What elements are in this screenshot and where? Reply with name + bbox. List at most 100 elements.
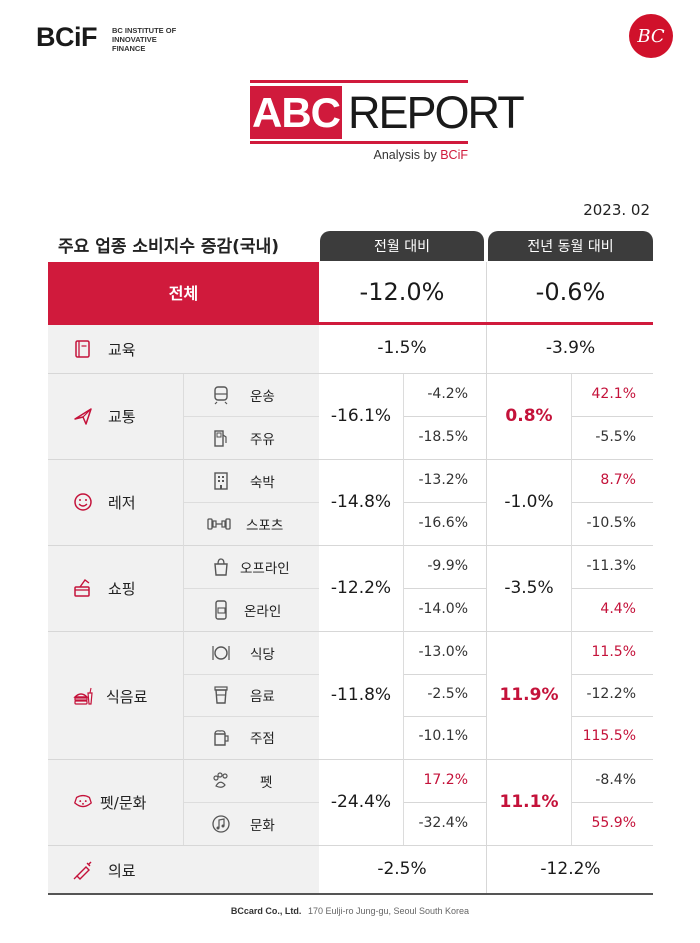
category-label: 교육 <box>108 340 136 359</box>
card-hand-icon <box>72 577 94 599</box>
offline-mom: -9.9% <box>427 558 468 574</box>
sports-mom: -16.6% <box>418 515 468 531</box>
sub-label: 주유 <box>250 432 275 448</box>
sub-label: 문화 <box>250 818 275 834</box>
sub-row-culture: 문화 <box>210 813 275 835</box>
education-mom: -1.5% <box>377 338 427 358</box>
report-date: 2023. 02 <box>583 201 650 219</box>
sub-separator <box>572 716 653 717</box>
pet-yoy: -8.4% <box>595 772 636 788</box>
title-bottom-rule <box>250 141 468 144</box>
row-separator <box>48 631 653 632</box>
sports-yoy: -10.5% <box>586 515 636 531</box>
sub-row-beverage: 음료 <box>210 684 275 706</box>
medical-yoy: -12.2% <box>540 859 601 879</box>
title-top-rule <box>250 80 468 83</box>
row-separator <box>48 759 653 760</box>
pub-yoy: 115.5% <box>582 728 636 744</box>
sub-separator <box>572 416 653 417</box>
food-mom: -11.8% <box>330 685 392 705</box>
brand-subtitle: BC INSTITUTE OF INNOVATIVE FINANCE <box>112 26 177 53</box>
sub-row-fuel: 주유 <box>210 427 275 449</box>
row-separator <box>48 845 653 846</box>
sub-label: 음료 <box>250 689 275 705</box>
restaurant-mom: -13.0% <box>418 644 468 660</box>
sub-label: 숙박 <box>250 475 275 491</box>
pub-mom: -10.1% <box>418 728 468 744</box>
food-yoy: 11.9% <box>499 685 559 705</box>
sub-separator <box>404 802 486 803</box>
row-separator <box>48 545 653 546</box>
sub-separator <box>404 416 486 417</box>
sub-separator <box>184 502 319 503</box>
culture-mom: -32.4% <box>418 815 468 831</box>
sub-separator <box>572 502 653 503</box>
sub-row-pet: 펫 <box>210 770 272 792</box>
leisure-mom: -14.8% <box>330 492 392 512</box>
total-divider <box>486 262 487 322</box>
leisure-yoy: -1.0% <box>504 492 554 512</box>
transit-mom: -4.2% <box>427 386 468 402</box>
culture-yoy: 55.9% <box>591 815 636 831</box>
row-separator <box>48 459 653 460</box>
table-bottom-rule <box>48 893 653 895</box>
restaurant-yoy: 11.5% <box>591 644 636 660</box>
online-mom: -14.0% <box>418 601 468 617</box>
transport-mom: -16.1% <box>330 406 392 426</box>
transit-yoy: 42.1% <box>591 386 636 402</box>
sub-separator <box>572 674 653 675</box>
report-title-report: REPORT <box>348 87 525 138</box>
fuel-yoy: -5.5% <box>595 429 636 445</box>
pet-culture-mom: -24.4% <box>330 792 392 812</box>
category-shopping: 쇼핑 <box>72 577 136 599</box>
column-header-mom: 전월 대비 <box>320 231 484 261</box>
sub-separator <box>404 502 486 503</box>
sub-separator <box>572 802 653 803</box>
sub-separator <box>184 416 319 417</box>
category-label: 쇼핑 <box>108 579 136 598</box>
sub-label: 주점 <box>250 731 275 747</box>
sub-row-transit: 운송 <box>210 384 275 406</box>
row-separator <box>48 373 653 374</box>
mom-sub-divider <box>403 374 404 845</box>
offline-yoy: -11.3% <box>586 558 636 574</box>
smile-icon <box>72 491 94 513</box>
medical-mom: -2.5% <box>377 859 427 879</box>
subtitle-brand: BCiF <box>440 148 468 162</box>
footer-company: BCcard Co., Ltd. <box>230 906 302 916</box>
category-label: 레저 <box>108 493 136 512</box>
report-title-abc: ABC <box>250 86 342 139</box>
subtitle-prefix: Analysis by <box>373 148 441 162</box>
sub-separator <box>184 674 319 675</box>
sub-label: 펫 <box>260 775 273 791</box>
sub-separator <box>184 716 319 717</box>
category-label: 교통 <box>108 407 136 426</box>
lodging-yoy: 8.7% <box>600 472 636 488</box>
phone-card-icon <box>210 599 232 621</box>
sub-row-online: 온라인 <box>210 599 281 621</box>
category-label: 의료 <box>108 861 136 880</box>
sub-label: 식당 <box>250 647 275 663</box>
sub-separator <box>404 588 486 589</box>
category-education: 교육 <box>72 338 136 360</box>
report-subtitle: Analysis by BCiF <box>250 148 468 162</box>
sub-separator <box>184 588 319 589</box>
shopping-bag-icon <box>210 556 232 578</box>
category-leisure: 레저 <box>72 491 136 513</box>
table-title: 주요 업종 소비지수 증감(국내) <box>58 237 279 257</box>
sub-row-sports: 스포츠 <box>206 513 283 535</box>
dumbbell-icon <box>206 513 232 535</box>
syringe-icon <box>72 859 94 881</box>
dog-icon <box>72 791 94 813</box>
category-transport: 교통 <box>72 405 136 427</box>
beverage-yoy: -12.2% <box>586 686 636 702</box>
brand-logo: BCiF <box>36 22 98 52</box>
beer-icon <box>210 726 232 748</box>
column-header-yoy: 전년 동월 대비 <box>488 231 653 261</box>
yoy-sub-divider <box>571 374 572 845</box>
beverage-mom: -2.5% <box>427 686 468 702</box>
category-pet-culture: 펫/문화 <box>72 791 146 813</box>
music-icon <box>210 813 232 835</box>
fuel-pump-icon <box>210 427 232 449</box>
pet-culture-yoy: 11.1% <box>499 792 559 812</box>
